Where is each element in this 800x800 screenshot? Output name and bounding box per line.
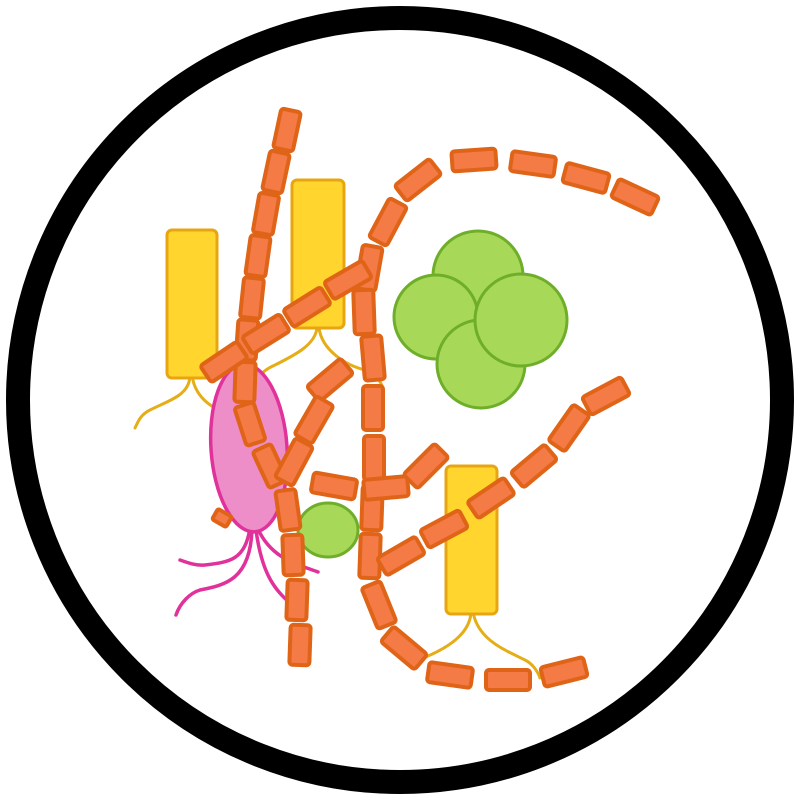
bacillus-chain-b xyxy=(351,146,661,692)
coccus-cell xyxy=(473,272,569,368)
bacillus-chain-e xyxy=(376,375,632,577)
yellow-rod-1 xyxy=(165,228,219,380)
bacillus-fragment xyxy=(210,507,234,529)
bacillus-chains xyxy=(199,106,661,692)
petri-dish-outline xyxy=(6,6,794,794)
green-coccus-cluster xyxy=(392,229,569,410)
bacillus-chain-d xyxy=(273,395,450,502)
green-coccus-single xyxy=(296,501,360,559)
bacillus-chain-c xyxy=(199,259,373,403)
yellow-flagella xyxy=(133,326,542,680)
